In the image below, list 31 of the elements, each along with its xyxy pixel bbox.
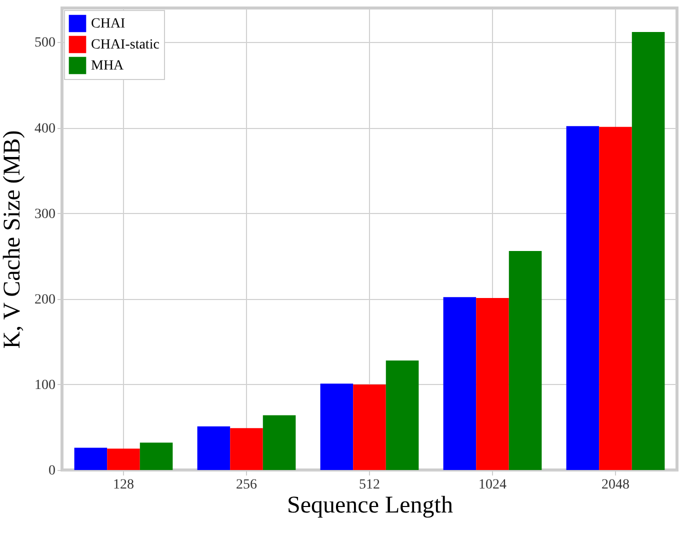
bar: [632, 32, 665, 470]
bar: [508, 250, 542, 470]
x-axis-title: Sequence Length: [287, 492, 453, 518]
bar: [197, 426, 230, 470]
legend-label: MHA: [91, 58, 125, 74]
x-tick-label: 1024: [478, 478, 506, 492]
bar: [140, 442, 173, 470]
bar: [230, 428, 263, 470]
y-tick-label: 400: [34, 121, 56, 136]
bar: [443, 297, 476, 470]
x-tick-label: 2048: [602, 478, 630, 492]
legend-label: CHAI-static: [91, 38, 160, 52]
bar: [262, 415, 296, 470]
x-tick-label: 256: [236, 478, 257, 492]
bar: [599, 126, 632, 470]
bar: [107, 448, 140, 470]
bar: [74, 448, 108, 470]
bar: [566, 126, 600, 470]
bar: [320, 384, 354, 470]
bar: [353, 384, 386, 470]
bar: [386, 360, 419, 470]
legend-label: CHAI: [91, 16, 126, 32]
x-tick-label: 128: [113, 478, 134, 492]
y-tick-label: 100: [34, 378, 56, 393]
bar: [476, 298, 509, 470]
x-tick-label: 512: [359, 478, 380, 492]
y-tick-label: 0: [48, 464, 56, 478]
y-tick-label: 500: [34, 36, 56, 51]
y-tick-label: 200: [34, 292, 56, 308]
y-axis-title: K, V Cache Size (MB): [0, 130, 26, 349]
y-tick-label: 300: [34, 206, 56, 222]
